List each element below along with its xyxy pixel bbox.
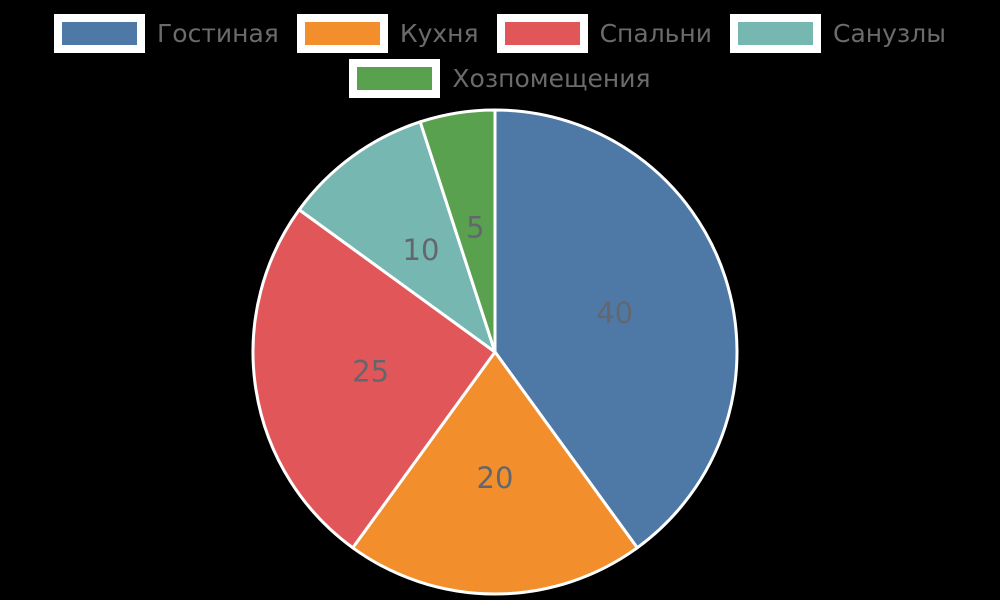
legend-label-0: Гостиная [157, 19, 279, 48]
legend-item-2: Спальни [496, 14, 713, 53]
pie-value-label-0: 40 [596, 296, 633, 330]
pie-slice-2 [251, 208, 497, 550]
pie-svg: 40 20 25 10 5 [251, 108, 739, 596]
legend-swatch-2 [496, 14, 588, 53]
pie-value-label-2: 25 [352, 355, 389, 389]
pie-slice-3 [297, 120, 497, 354]
legend-label-4: Хозпомещения [452, 64, 651, 93]
legend-item-3: Санузлы [730, 14, 946, 53]
legend-item-0: Гостиная [54, 14, 279, 53]
legend-swatch-0 [54, 14, 146, 53]
pie-slice-4 [418, 108, 497, 354]
legend-label-2: Спальни [599, 19, 713, 48]
pie-slice-0 [493, 108, 739, 550]
pie-value-label-4: 5 [466, 211, 484, 245]
legend-row-1: Гостиная Кухня Спальни Санузлы [54, 14, 946, 53]
legend-label-3: Санузлы [833, 19, 946, 48]
legend-item-1: Кухня [296, 14, 479, 53]
pie-slice-1 [351, 350, 639, 596]
pie-value-label-3: 10 [403, 233, 440, 267]
legend-swatch-4 [349, 59, 441, 98]
legend-item-4: Хозпомещения [349, 59, 651, 98]
legend-swatch-3 [730, 14, 822, 53]
legend-label-1: Кухня [399, 19, 479, 48]
legend-row-2: Хозпомещения [349, 59, 651, 98]
legend: Гостиная Кухня Спальни Санузлы Хозпомещения [0, 14, 1000, 98]
legend-swatch-1 [296, 14, 388, 53]
pie-chart: 40 20 25 10 5 [245, 102, 745, 600]
pie-value-label-1: 20 [477, 461, 514, 495]
